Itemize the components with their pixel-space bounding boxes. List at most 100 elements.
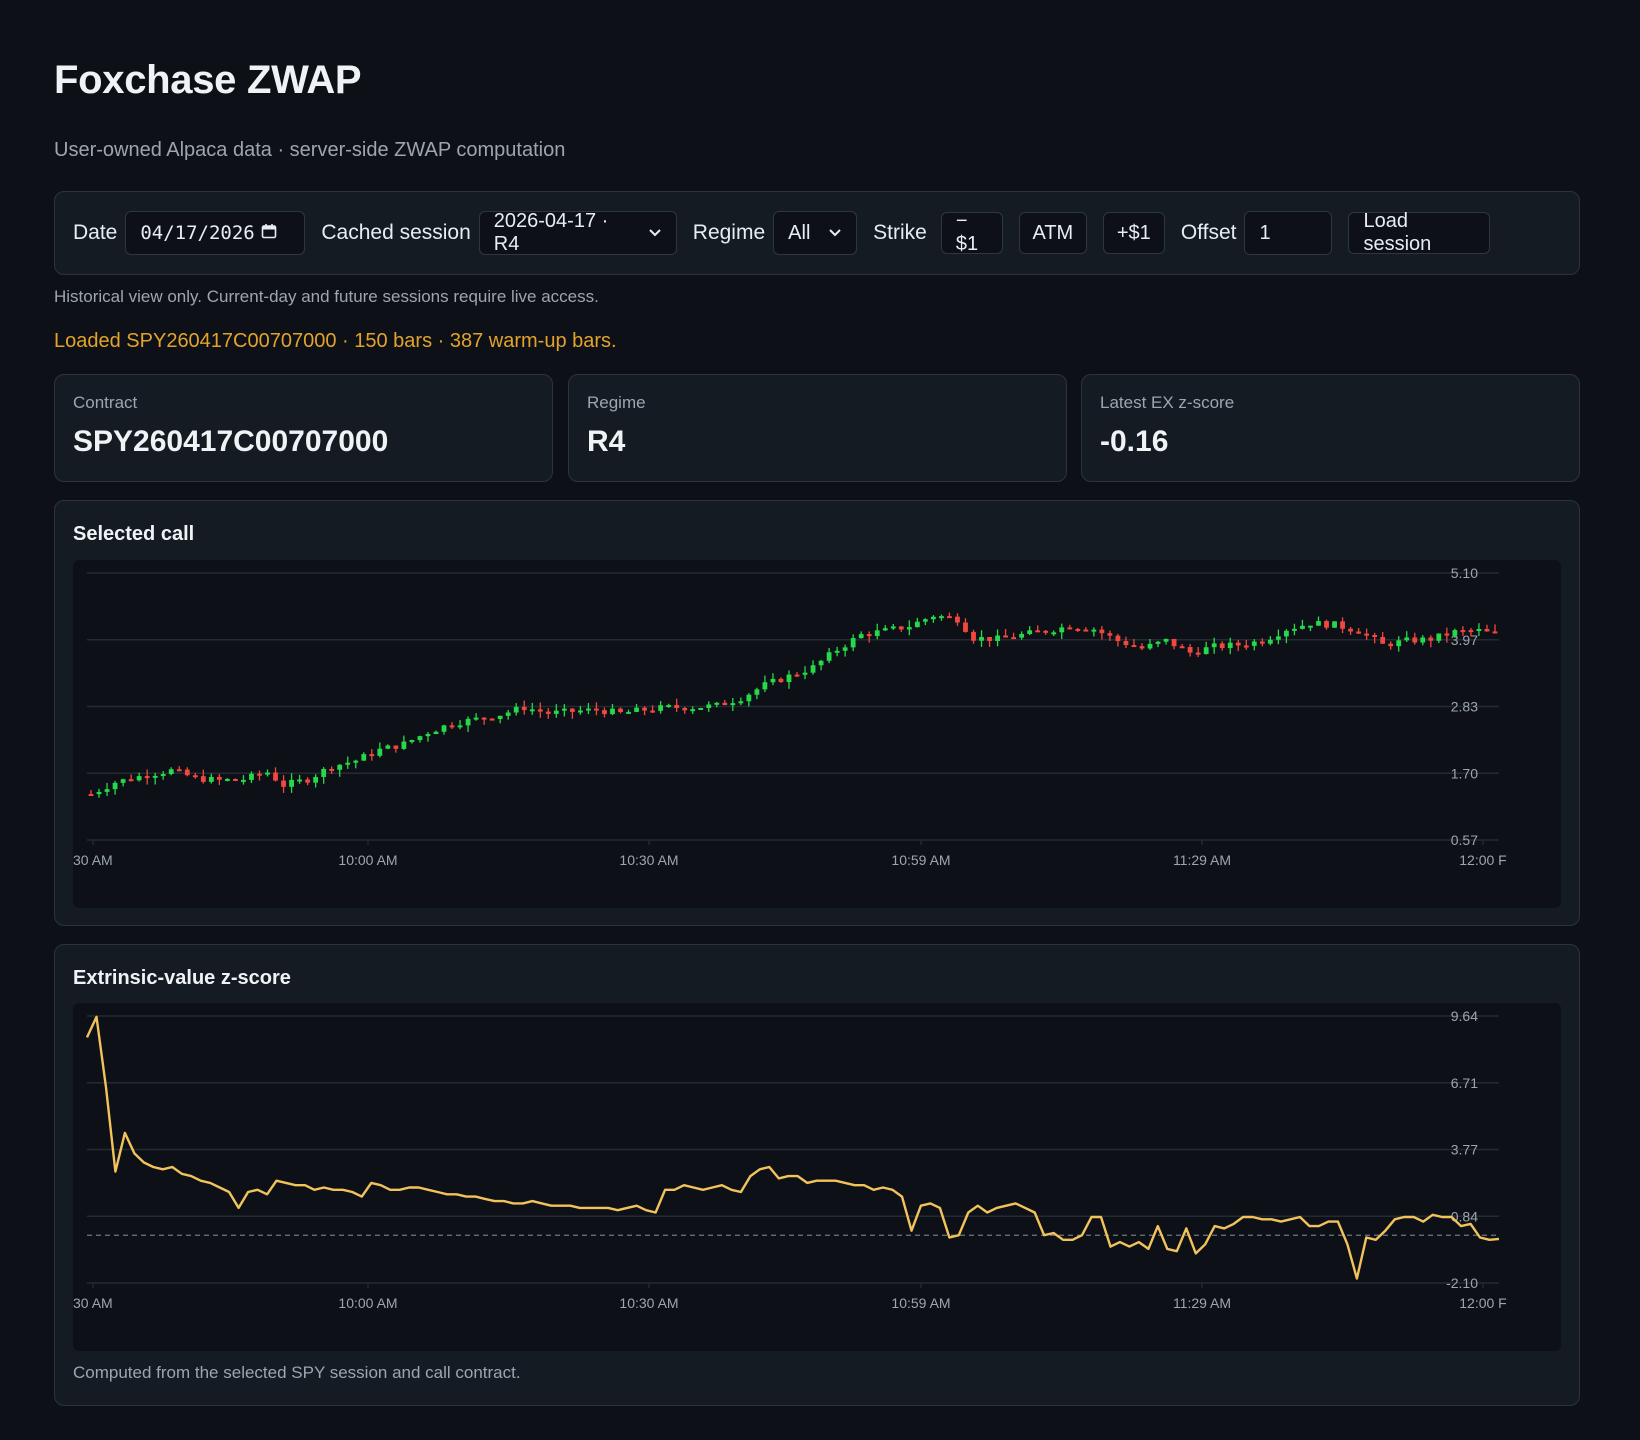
regime-select-value: All [788,221,811,244]
candle-body [1195,652,1201,655]
x-tick-label: 30 AM [73,1295,113,1311]
candle-body [810,665,816,673]
candle-body [1187,647,1193,653]
x-tick-label: 10:30 AM [619,1295,678,1311]
candle-body [1235,642,1241,646]
date-label: Date [73,221,118,244]
regime-select[interactable]: All [773,211,858,255]
candle-body [1067,627,1073,630]
candle-body [241,779,246,782]
candle-body [545,711,551,714]
candle-body [995,635,1000,641]
call-chart-plot[interactable]: 5.10 3.97 2.83 1.70 0.57 30 AM 10:00 AM 10:30 A… [73,560,1561,908]
zscore-line-chart[interactable]: 9.64 6.71 3.77 0.84 -2.10 30 AM 10:00 AM 10:30 … [73,1003,1561,1351]
candle-body [409,740,415,743]
strike-minus-button[interactable]: −$1 [940,210,1003,255]
candle-body [778,678,784,683]
x-tick-label: 12:00 F [1459,852,1506,868]
candle-body [152,775,158,778]
historical-note: Historical view only. Current-day and fu… [54,287,599,306]
candle-body [770,678,776,683]
candle-body [1316,621,1321,626]
calendar-icon[interactable] [261,223,277,243]
candle-body [1243,645,1249,648]
candle-body [882,628,888,631]
load-session-button[interactable]: Load session [1348,210,1491,255]
zscore-chart-panel: Extrinsic-value z-score 9.64 6.71 3.77 0.84… [54,944,1580,1406]
candle-body [1107,633,1113,636]
x-tick-label: 10:59 AM [891,1295,950,1311]
candle-body [184,769,190,776]
candle-body [473,717,479,720]
candle-body [1332,621,1337,628]
candle-body [634,707,639,712]
page-subtitle: User-owned Alpaca data · server-side ZWA… [54,139,566,161]
candle-body [353,760,359,763]
candle-body [425,734,431,737]
candle-body [987,637,992,641]
candle-body [730,703,736,706]
candle-body [257,773,262,776]
candle-body [1115,635,1121,642]
candle-body [1059,627,1065,633]
candle-body [136,776,142,781]
candle-body [1027,630,1033,634]
candle-body [168,769,174,775]
cached-session-select[interactable]: 2026-04-17 · R4 [478,210,677,255]
candle-body [658,705,664,711]
zscore-series-line [85,1015,1500,1280]
candle-body [104,789,110,792]
candle-body [738,701,744,704]
candle-body [1083,629,1089,632]
strike-plus-button[interactable]: +$1 [1102,212,1165,254]
candle-body [265,772,270,775]
candle-body [1155,641,1161,644]
y-tick-label: -2.10 [1446,1275,1478,1291]
x-tick-label: 11:29 AM [1173,852,1231,868]
candle-body [1300,625,1305,629]
candle-body [1043,630,1049,633]
candle-body [1003,635,1009,638]
regime-card-value: R4 [587,425,626,458]
x-tick-label: 10:59 AM [891,852,950,868]
candle-body [1396,640,1402,647]
y-tick-label: 0.84 [1451,1208,1478,1224]
candle-body [88,794,94,797]
regime-label: Regime [692,221,766,244]
candle-body [890,626,896,629]
offset-input-value: 1 [1259,221,1271,244]
y-tick-label: 3.77 [1451,1142,1478,1158]
candle-body [1364,633,1370,636]
candle-body [273,772,278,781]
candle-body [377,748,383,756]
candle-body [618,708,623,713]
candle-body [305,779,311,783]
y-tick-label: 0.57 [1451,832,1478,848]
candle-body [176,769,182,772]
candle-body [465,718,471,726]
candle-body [818,660,824,666]
zscore-chart-plot[interactable]: 9.64 6.71 3.77 0.84 -2.10 30 AM 10:00 AM 10:30 … [73,1003,1561,1351]
zscore-card-label: Latest EX z-score [1100,393,1235,412]
candle-body [329,768,335,771]
candle-body [1171,638,1177,647]
candle-body [963,622,968,632]
zscore-card-value: -0.16 [1100,425,1169,458]
candle-body [1131,645,1137,648]
date-input[interactable]: 04/17/2026 [125,211,306,255]
x-tick-label: 30 AM [73,852,113,868]
candle-body [674,705,680,708]
candle-body [826,652,832,661]
candle-body [321,768,327,777]
candle-body [906,627,912,630]
candle-body [939,616,944,619]
candle-body [297,779,303,782]
candle-body [594,708,599,711]
offset-input[interactable]: 1 [1244,211,1333,255]
contract-card: Contract SPY260417C00707000 [54,374,553,482]
candle-body [1251,641,1257,646]
candle-body [898,626,904,630]
cached-session-label: Cached session [321,221,471,244]
strike-atm-button[interactable]: ATM [1018,212,1087,254]
